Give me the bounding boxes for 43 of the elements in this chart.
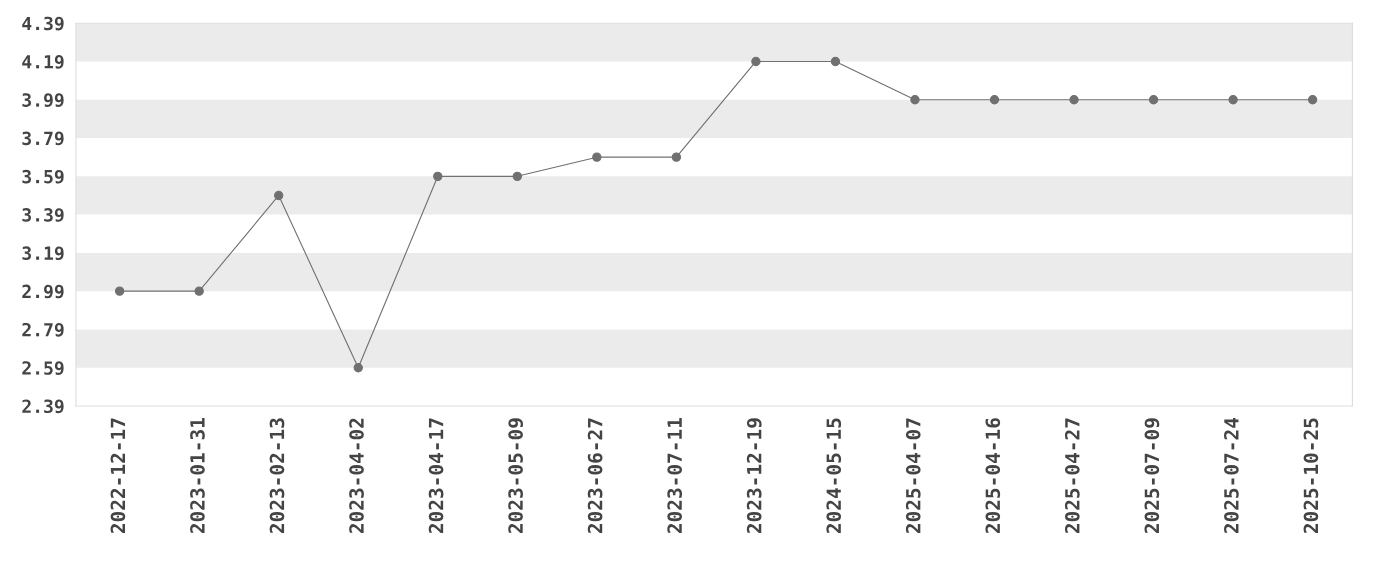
y-tick-label: 3.79 [22, 131, 64, 146]
x-tick-label: 2022-12-17 [110, 418, 126, 534]
point [433, 171, 443, 182]
point [512, 171, 522, 182]
x-tick-label: 2023-12-19 [746, 418, 762, 534]
x-tick-label: 2024-05-15 [826, 418, 842, 534]
x-tick-label: 2023-02-13 [269, 418, 285, 534]
x-tick-label: 2023-05-09 [508, 418, 524, 534]
point [751, 56, 761, 67]
point [989, 95, 1000, 105]
y-tick-label: 2.99 [22, 284, 64, 299]
point [1148, 95, 1159, 105]
y-tick-label: 3.39 [22, 208, 64, 222]
x-tick-label: 2025-04-07 [905, 418, 921, 534]
y-tick-label: 3.19 [22, 246, 64, 261]
y-tick-label: 2.39 [22, 399, 64, 414]
point [910, 95, 920, 105]
x-tick-label: 2025-04-16 [985, 418, 1001, 534]
x-tick-label: 2023-01-31 [190, 418, 205, 534]
point [1069, 95, 1079, 105]
point [194, 286, 204, 296]
point [592, 152, 602, 162]
y-tick-label: 3.59 [22, 169, 64, 184]
point [1228, 95, 1238, 105]
x-tick-label: 2023-04-02 [349, 418, 364, 534]
point [114, 286, 125, 296]
y-tick-label: 3.99 [22, 93, 64, 107]
x-tick-label: 2023-06-27 [587, 418, 603, 534]
x-tick-label: 2025-04-27 [1064, 418, 1080, 534]
y-tick-label: 4.19 [22, 55, 64, 69]
x-tick-label: 2025-07-09 [1144, 418, 1160, 534]
y-tick-label: 4.39 [22, 16, 64, 31]
y-tick-label: 2.79 [22, 322, 64, 337]
point [353, 363, 363, 373]
x-tick-label: 2023-04-17 [428, 418, 444, 534]
point [671, 152, 682, 162]
point [830, 56, 841, 67]
x-tick-label: 2023-07-11 [667, 418, 683, 534]
x-tick-label: 2025-07-24 [1224, 417, 1239, 534]
point [1307, 95, 1318, 105]
x-tick-label: 2025-10-25 [1303, 418, 1319, 534]
point [274, 190, 284, 201]
y-tick-label: 2.59 [22, 361, 64, 375]
